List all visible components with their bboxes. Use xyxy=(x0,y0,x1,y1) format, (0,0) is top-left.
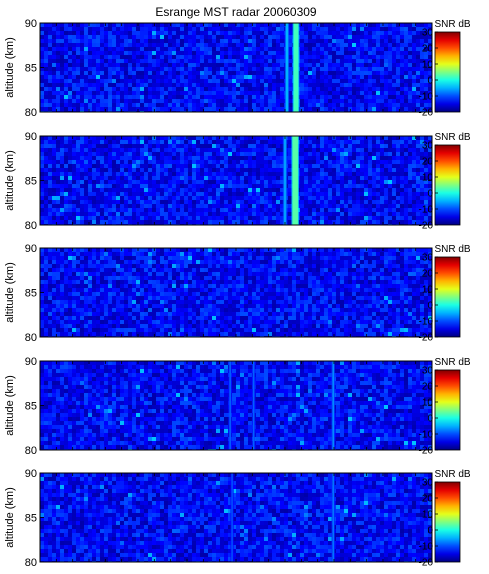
y-tick-label: 80 xyxy=(25,332,37,344)
colorbar-tick-label: 10 xyxy=(422,510,434,521)
y-tick-label: 90 xyxy=(25,243,37,255)
colorbar-tick-label: 10 xyxy=(422,173,434,184)
heatmap-5 xyxy=(40,473,432,562)
band-1-2 xyxy=(293,23,299,112)
colorbar-tick-label: -20 xyxy=(419,333,434,344)
colorbar-tick-label: 0 xyxy=(427,526,433,537)
colorbar-tick-label: 0 xyxy=(427,301,433,312)
y-tick-label: 85 xyxy=(25,63,37,75)
colorbar-label: SNR dB xyxy=(434,357,470,368)
heatmap-4 xyxy=(40,361,432,450)
colorbar-label: SNR dB xyxy=(434,19,470,30)
y-axis-label: altitude (km) xyxy=(4,150,16,211)
y-axis-label: altitude (km) xyxy=(4,487,16,548)
colorbar-tick-label: -20 xyxy=(419,446,434,457)
band-5-2 xyxy=(332,473,334,562)
colorbar-tick-label: 10 xyxy=(422,60,434,71)
y-tick-label: 80 xyxy=(25,445,37,457)
colorbar-tick-label: 10 xyxy=(422,398,434,409)
y-axis-label: altitude (km) xyxy=(4,262,16,323)
colorbar-tick-label: -10 xyxy=(419,430,434,441)
band-4-2 xyxy=(252,361,255,450)
band-4-3 xyxy=(332,361,334,450)
y-tick-label: 90 xyxy=(25,468,37,480)
heatmap-2 xyxy=(40,136,432,225)
colorbar-tick-label: 0 xyxy=(427,189,433,200)
y-tick-label: 80 xyxy=(25,107,37,119)
colorbar-tick-label: 10 xyxy=(422,285,434,296)
band-4-1 xyxy=(229,361,231,450)
y-axis-label: altitude (km) xyxy=(4,37,16,98)
heatmap-1 xyxy=(40,23,432,112)
colorbar-tick-label: -20 xyxy=(419,221,434,232)
y-tick-label: 90 xyxy=(25,18,37,30)
colorbar-tick-label: 20 xyxy=(422,157,434,168)
colorbar-tick-label: 0 xyxy=(427,414,433,425)
band-2-2 xyxy=(292,136,298,225)
colorbar-tick-label: -10 xyxy=(419,92,434,103)
band-5-1 xyxy=(231,473,233,562)
colorbar-tick-label: -20 xyxy=(419,108,434,119)
colorbar-tick-label: 20 xyxy=(422,269,434,280)
colorbar-tick-label: 30 xyxy=(422,28,434,39)
colorbar-tick-label: -10 xyxy=(419,205,434,216)
y-tick-label: 85 xyxy=(25,176,37,188)
colorbar-tick-label: -10 xyxy=(419,542,434,553)
colorbar-tick-label: 0 xyxy=(427,76,433,87)
y-tick-label: 90 xyxy=(25,356,37,368)
heatmap-3 xyxy=(40,248,432,337)
colorbar-tick-label: 30 xyxy=(422,141,434,152)
colorbar-tick-label: 20 xyxy=(422,494,434,505)
y-tick-label: 85 xyxy=(25,513,37,525)
colorbar-tick-label: -20 xyxy=(419,558,434,569)
colorbar-tick-label: 30 xyxy=(422,478,434,489)
y-tick-label: 85 xyxy=(25,288,37,300)
colorbar-label: SNR dB xyxy=(434,244,470,255)
colorbar-tick-label: 20 xyxy=(422,382,434,393)
y-tick-label: 90 xyxy=(25,131,37,143)
colorbar-label: SNR dB xyxy=(434,469,470,480)
y-tick-label: 80 xyxy=(25,220,37,232)
y-tick-label: 80 xyxy=(25,557,37,569)
colorbar-tick-label: 30 xyxy=(422,366,434,377)
y-tick-label: 85 xyxy=(25,401,37,413)
chart-title: Esrange MST radar 20060309 xyxy=(155,5,317,19)
colorbar-tick-label: 20 xyxy=(422,44,434,55)
band-2-1 xyxy=(283,136,287,225)
y-axis-label: altitude (km) xyxy=(4,375,16,436)
colorbar-tick-label: -10 xyxy=(419,317,434,328)
colorbar-label: SNR dB xyxy=(434,132,470,143)
band-1-1 xyxy=(285,23,289,112)
colorbar-tick-label: 30 xyxy=(422,253,434,264)
